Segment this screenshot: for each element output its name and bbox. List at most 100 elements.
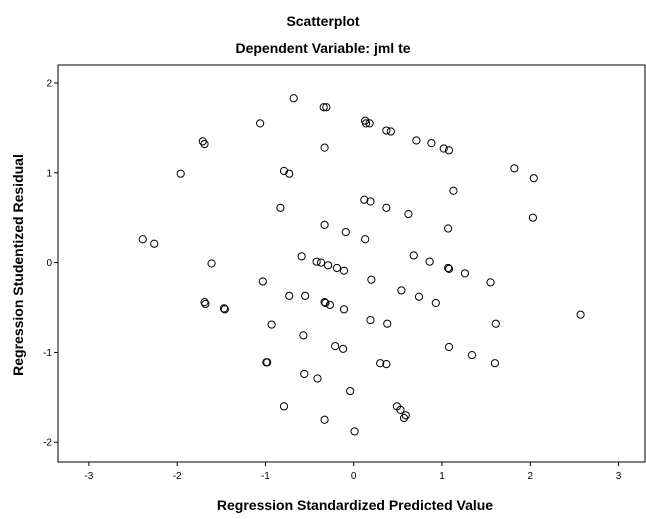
x-tick-label: 2: [527, 471, 533, 482]
plot-area-frame: [57, 64, 646, 463]
data-point: [341, 227, 350, 237]
data-point: [401, 411, 410, 420]
data-point: [200, 139, 209, 149]
y-tick-label: -1: [43, 348, 52, 359]
data-point: [412, 136, 421, 145]
data-point: [299, 331, 308, 340]
x-tick-label: -3: [84, 471, 93, 482]
data-point: [285, 291, 294, 300]
data-point: [576, 310, 585, 319]
data-point: [444, 342, 454, 352]
chart-subtitle: Dependent Variable: jml te: [235, 40, 410, 56]
data-point: [444, 263, 453, 273]
data-point: [427, 139, 436, 148]
data-point: [510, 164, 519, 173]
data-point: [399, 413, 409, 423]
data-point: [444, 264, 454, 273]
data-point: [404, 209, 413, 219]
data-point: [201, 299, 210, 309]
data-point: [460, 269, 470, 278]
data-point: [431, 298, 440, 308]
data-point: [219, 304, 229, 313]
data-point: [366, 197, 375, 206]
data-point: [176, 169, 185, 178]
data-point: [382, 359, 391, 369]
y-tick-label: 2: [46, 78, 52, 89]
data-point: [319, 103, 328, 112]
data-point: [312, 257, 321, 266]
y-axis: -2 -1 0 1 2: [43, 78, 58, 449]
data-point: [528, 213, 537, 222]
data-point: [467, 351, 477, 360]
x-tick-label: 1: [439, 471, 445, 482]
data-point: [332, 263, 342, 273]
data-point: [360, 195, 369, 204]
data-point: [313, 374, 322, 383]
data-point: [444, 224, 453, 233]
data-point: [486, 278, 495, 287]
data-point: [365, 119, 374, 128]
data-point: [346, 386, 355, 396]
data-point: [386, 127, 395, 136]
data-point: [267, 320, 276, 329]
data-point: [279, 402, 289, 411]
data-point: [350, 427, 359, 436]
data-point: [444, 146, 454, 155]
data-point: [361, 119, 371, 128]
y-axis-label: Regression Studentized Residual: [10, 154, 26, 376]
data-point: [449, 186, 458, 195]
data-point: [367, 275, 376, 284]
x-tick-label: 0: [351, 471, 357, 482]
data-point: [316, 258, 326, 267]
data-point: [491, 319, 500, 328]
data-point: [439, 144, 448, 153]
data-point: [376, 359, 385, 368]
data-point: [263, 358, 272, 367]
data-point: [256, 119, 265, 128]
data-point: [324, 261, 333, 270]
data-point: [279, 166, 289, 176]
data-point: [276, 203, 285, 212]
data-point: [322, 103, 331, 112]
data-point: [397, 286, 406, 295]
data-point: [289, 94, 298, 103]
data-point: [409, 251, 418, 260]
data-point: [301, 291, 310, 300]
data-point: [138, 235, 147, 244]
y-tick-label: -2: [43, 438, 52, 449]
data-point: [150, 239, 159, 248]
data-point: [320, 143, 329, 152]
x-tick-label: -2: [173, 471, 182, 482]
data-point: [382, 126, 391, 135]
data-point: [198, 137, 207, 146]
data-point: [258, 277, 267, 286]
x-axis-label: Regression Standardized Predicted Value: [217, 497, 493, 513]
data-point: [320, 298, 329, 307]
x-tick-label: -1: [261, 471, 270, 482]
data-point: [414, 292, 424, 301]
data-point: [320, 220, 329, 229]
data-point: [325, 300, 334, 309]
data-point: [490, 359, 500, 368]
data-point: [529, 174, 538, 183]
data-point: [321, 298, 330, 308]
data-point: [207, 259, 216, 268]
data-points: [138, 94, 585, 436]
data-point: [320, 415, 329, 424]
x-tick-label: 3: [616, 471, 622, 482]
x-axis: -3 -2 -1 0 1 2 3: [84, 462, 622, 482]
data-point: [339, 266, 349, 275]
data-point: [300, 369, 309, 379]
y-tick-label: 1: [46, 168, 52, 179]
data-point: [382, 203, 391, 212]
data-point: [331, 342, 340, 351]
data-point: [285, 169, 294, 178]
data-point: [361, 235, 370, 244]
data-point: [425, 257, 434, 266]
data-point: [297, 252, 306, 261]
data-point: [396, 405, 405, 415]
data-point: [366, 315, 375, 325]
data-point: [339, 344, 348, 353]
data-point: [383, 319, 392, 328]
